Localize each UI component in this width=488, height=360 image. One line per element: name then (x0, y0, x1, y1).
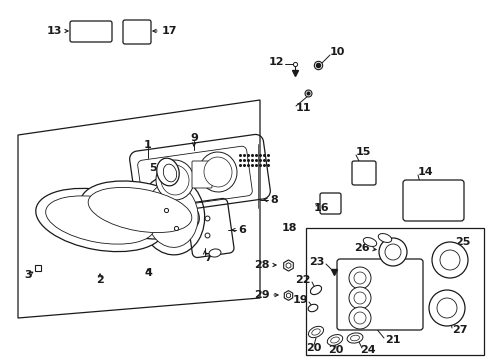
Circle shape (436, 298, 456, 318)
Text: 3: 3 (24, 270, 32, 280)
Circle shape (353, 272, 365, 284)
Text: 23: 23 (309, 257, 325, 267)
FancyBboxPatch shape (319, 193, 340, 214)
Circle shape (439, 250, 459, 270)
FancyBboxPatch shape (70, 21, 112, 42)
FancyBboxPatch shape (402, 180, 463, 221)
Text: 4: 4 (144, 268, 152, 278)
Text: 25: 25 (454, 237, 469, 247)
Ellipse shape (45, 196, 154, 244)
Text: 11: 11 (295, 103, 311, 113)
Text: 10: 10 (329, 47, 345, 57)
Ellipse shape (208, 249, 221, 257)
Text: 1: 1 (144, 140, 152, 150)
Text: 16: 16 (313, 203, 329, 213)
Ellipse shape (203, 157, 231, 187)
Text: 9: 9 (190, 133, 198, 143)
Ellipse shape (163, 164, 176, 182)
Circle shape (378, 238, 406, 266)
Ellipse shape (326, 334, 342, 346)
Ellipse shape (88, 188, 191, 233)
Circle shape (353, 292, 365, 304)
Text: 27: 27 (451, 325, 467, 335)
Ellipse shape (36, 188, 164, 252)
FancyBboxPatch shape (123, 20, 151, 44)
Text: 5: 5 (149, 163, 157, 173)
Text: 12: 12 (268, 57, 284, 67)
Text: 20: 20 (305, 343, 321, 353)
Text: 14: 14 (417, 167, 433, 177)
Ellipse shape (378, 234, 391, 242)
Circle shape (348, 307, 370, 329)
FancyBboxPatch shape (192, 161, 212, 188)
Text: 2: 2 (96, 275, 103, 285)
FancyBboxPatch shape (336, 259, 422, 330)
Ellipse shape (156, 160, 194, 200)
Circle shape (384, 244, 400, 260)
Ellipse shape (199, 152, 237, 192)
Ellipse shape (308, 327, 323, 338)
Ellipse shape (330, 337, 339, 343)
Circle shape (348, 287, 370, 309)
Ellipse shape (157, 158, 179, 186)
FancyBboxPatch shape (351, 161, 375, 185)
Text: 20: 20 (327, 345, 343, 355)
Circle shape (353, 312, 365, 324)
Ellipse shape (139, 175, 204, 255)
Text: 17: 17 (162, 26, 177, 36)
Ellipse shape (346, 333, 362, 343)
Circle shape (348, 267, 370, 289)
Text: 13: 13 (46, 26, 62, 36)
Circle shape (431, 242, 467, 278)
Text: 6: 6 (238, 225, 245, 235)
Text: 24: 24 (359, 345, 375, 355)
Ellipse shape (307, 304, 317, 312)
Text: 28: 28 (254, 260, 269, 270)
Ellipse shape (310, 285, 321, 294)
Text: 29: 29 (254, 290, 269, 300)
Text: 15: 15 (355, 147, 370, 157)
Text: 19: 19 (292, 295, 307, 305)
Text: 8: 8 (269, 195, 277, 205)
Ellipse shape (81, 181, 199, 239)
Ellipse shape (161, 165, 189, 195)
Ellipse shape (363, 238, 376, 247)
Ellipse shape (350, 335, 359, 341)
Text: 18: 18 (281, 223, 296, 233)
Text: 21: 21 (384, 335, 400, 345)
Text: 26: 26 (354, 243, 369, 253)
Text: 22: 22 (295, 275, 310, 285)
Circle shape (428, 290, 464, 326)
Ellipse shape (311, 329, 320, 335)
Ellipse shape (145, 183, 198, 247)
Text: 7: 7 (203, 253, 211, 263)
